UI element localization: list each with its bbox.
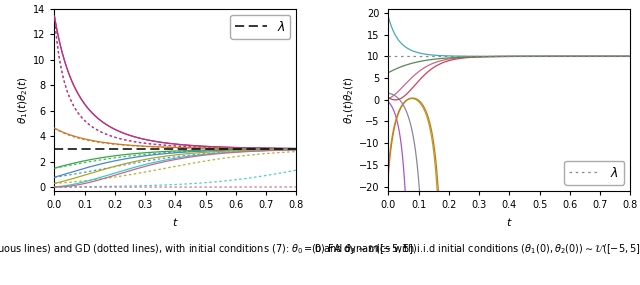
X-axis label: $t$: $t$ [172,215,179,227]
Text: (b) FA dynamics with i.i.d initial conditions $(\theta_1(0), \theta_2(0)) \sim \: (b) FA dynamics with i.i.d initial condi… [311,242,640,256]
Legend: $\lambda$: $\lambda$ [230,15,290,39]
Legend: $\lambda$: $\lambda$ [564,161,624,185]
Text: (a) FA (continuous lines) and GD (dotted lines), with initial conditions (7): $\: (a) FA (continuous lines) and GD (dotted… [0,242,420,256]
Y-axis label: $\theta_1(t)\theta_2(t)$: $\theta_1(t)\theta_2(t)$ [342,76,356,124]
X-axis label: $t$: $t$ [506,215,513,227]
Y-axis label: $\theta_1(t)\theta_2(t)$: $\theta_1(t)\theta_2(t)$ [17,76,30,124]
